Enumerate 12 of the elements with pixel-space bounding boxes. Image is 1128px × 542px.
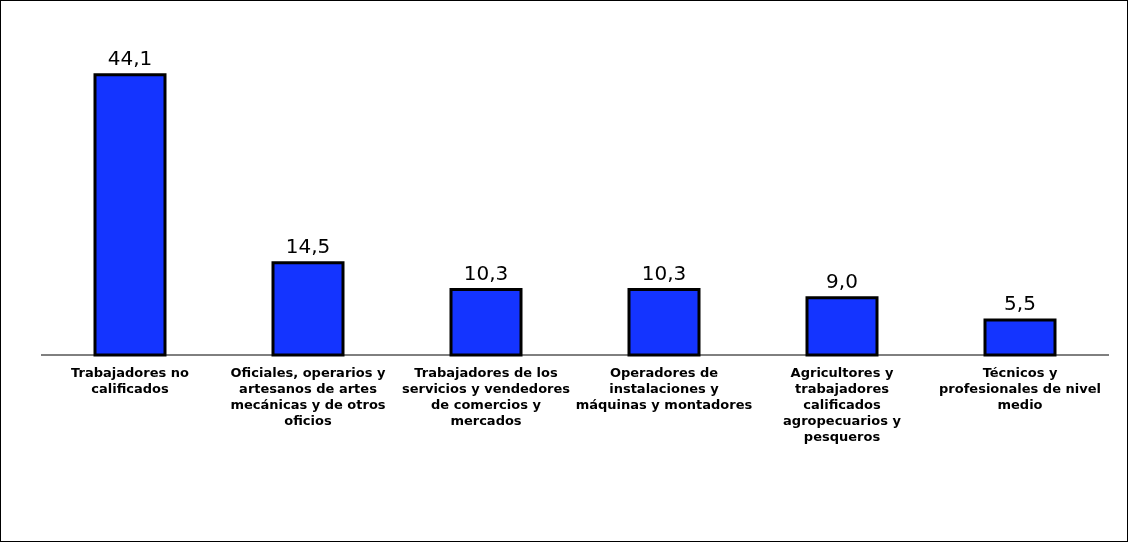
- x-tick-label: Trabajadores no calificados: [71, 365, 189, 396]
- data-label: 44,1: [107, 45, 153, 70]
- data-label: 10,3: [641, 260, 687, 285]
- x-tick-label: Agricultores y trabajadores calificados agropecuarios y pesqueros: [783, 365, 902, 444]
- x-tick-label: Trabajadores de los servicios y vendedores de comercios y mercados: [401, 365, 571, 428]
- x-tick-label: Operadores de instalaciones y máquinas y montadores: [575, 365, 753, 412]
- x-tick-label: Oficiales, operarios y artesanos de artes mecánicas y de otros oficios: [230, 365, 386, 428]
- data-label: 14,5: [285, 233, 331, 258]
- x-tick-label: Técnicos y profesionales de nivel medio: [939, 365, 1101, 412]
- data-label: 9,0: [826, 268, 858, 293]
- data-label: 10,3: [463, 260, 509, 285]
- data-label: 5,5: [1004, 291, 1036, 316]
